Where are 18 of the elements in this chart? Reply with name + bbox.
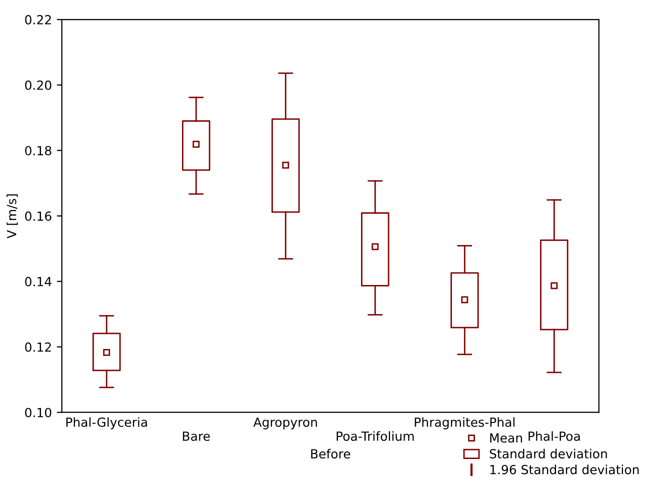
y-tick-label: 0.18 — [25, 146, 52, 156]
y-tick-label: 0.10 — [25, 408, 52, 418]
x-tick-label: Poa-Trifolium — [336, 431, 414, 441]
y-axis-title: V [m/s] — [6, 194, 18, 238]
x-tick-label: Bare — [182, 432, 210, 441]
x-tick-label: Phragmites-Phal — [414, 417, 515, 430]
y-tick-label: 0.14 — [25, 276, 52, 286]
y-tick-label: 0.20 — [25, 80, 52, 90]
text: Mean — [490, 433, 522, 443]
text: 1.96 Standard deviation — [490, 464, 639, 474]
text: Standard deviation — [490, 448, 607, 458]
x-tick-label: Agropyron — [253, 418, 317, 430]
x-tick-label: Phal-Glyceria — [66, 417, 147, 430]
y-tick-label: 0.16 — [25, 211, 52, 221]
y-tick-label: 0.22 — [25, 14, 51, 24]
x-tick-label: Phal-Poa — [528, 431, 580, 441]
x-axis-title: Before — [311, 448, 350, 459]
y-tick-label: 0.12 — [25, 342, 51, 352]
